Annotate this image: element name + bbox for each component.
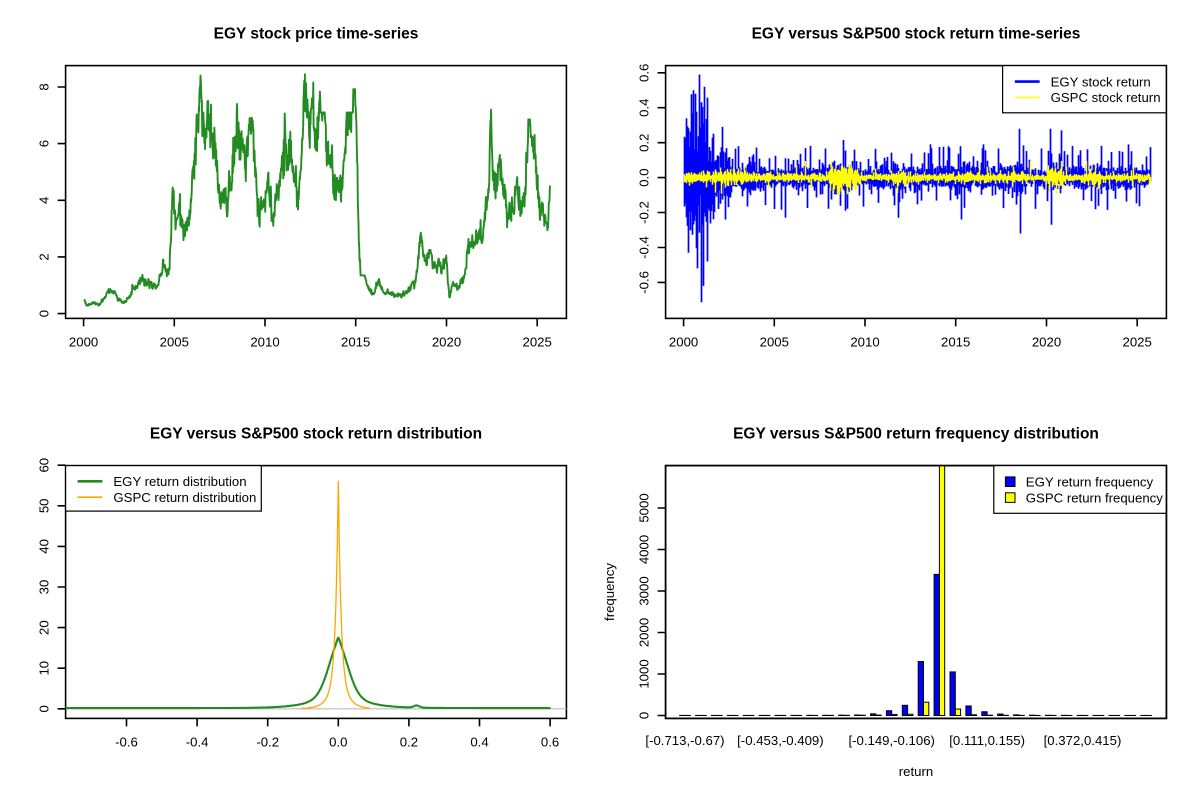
svg-text:2020: 2020 [432, 335, 461, 350]
svg-text:GSPC return frequency: GSPC return frequency [1026, 490, 1163, 505]
svg-text:3000: 3000 [637, 576, 652, 605]
svg-text:0: 0 [37, 310, 52, 317]
svg-text:0.6: 0.6 [541, 735, 559, 750]
svg-text:10: 10 [37, 661, 52, 676]
svg-text:5000: 5000 [637, 493, 652, 522]
svg-text:0.2: 0.2 [637, 134, 652, 152]
svg-text:0.0: 0.0 [637, 168, 652, 186]
svg-text:-0.4: -0.4 [186, 735, 209, 750]
svg-text:[0.372,0.415): [0.372,0.415) [1044, 733, 1122, 748]
svg-text:2000: 2000 [637, 618, 652, 647]
svg-text:60: 60 [37, 458, 52, 473]
svg-text:[-0.453,-0.409): [-0.453,-0.409) [737, 733, 824, 748]
svg-text:0.6: 0.6 [637, 64, 652, 82]
svg-text:6: 6 [37, 140, 52, 147]
svg-text:2020: 2020 [1032, 335, 1061, 350]
svg-text:4000: 4000 [637, 535, 652, 564]
svg-text:0: 0 [637, 712, 652, 719]
svg-text:-0.2: -0.2 [637, 201, 652, 224]
svg-text:-0.6: -0.6 [637, 271, 652, 294]
svg-text:2015: 2015 [941, 335, 970, 350]
svg-text:2010: 2010 [250, 335, 279, 350]
svg-text:0.2: 0.2 [400, 735, 418, 750]
svg-text:GSPC stock return: GSPC stock return [1051, 90, 1161, 105]
svg-text:EGY versus S&P500 stock return: EGY versus S&P500 stock return distribut… [150, 425, 482, 442]
svg-text:EGY return distribution: EGY return distribution [113, 474, 246, 489]
svg-text:2000: 2000 [69, 335, 98, 350]
svg-text:GSPC return distribution: GSPC return distribution [113, 490, 256, 505]
svg-text:2: 2 [37, 253, 52, 260]
svg-text:50: 50 [37, 498, 52, 513]
svg-text:EGY versus S&P500 return frequ: EGY versus S&P500 return frequency distr… [733, 425, 1099, 442]
svg-text:EGY stock return: EGY stock return [1051, 74, 1151, 89]
svg-text:2015: 2015 [341, 335, 370, 350]
svg-text:EGY stock price time-series: EGY stock price time-series [214, 25, 419, 42]
svg-text:40: 40 [37, 539, 52, 554]
svg-text:[-0.713,-0.67): [-0.713,-0.67) [645, 733, 724, 748]
svg-text:2005: 2005 [160, 335, 189, 350]
svg-text:2005: 2005 [760, 335, 789, 350]
svg-text:2000: 2000 [669, 335, 698, 350]
svg-text:[0.111,0.155): [0.111,0.155) [949, 733, 1025, 748]
svg-text:0.4: 0.4 [470, 735, 488, 750]
svg-text:2010: 2010 [850, 335, 879, 350]
svg-text:4: 4 [37, 197, 52, 204]
svg-text:-0.2: -0.2 [256, 735, 279, 750]
svg-text:2025: 2025 [1123, 335, 1152, 350]
svg-text:2025: 2025 [523, 335, 552, 350]
svg-text:EGY return frequency: EGY return frequency [1026, 474, 1154, 489]
svg-text:20: 20 [37, 620, 52, 635]
svg-text:[-0.149,-0.106): [-0.149,-0.106) [848, 733, 935, 748]
svg-text:return: return [899, 764, 933, 779]
svg-text:0.0: 0.0 [329, 735, 347, 750]
svg-text:8: 8 [37, 83, 52, 90]
svg-text:30: 30 [37, 580, 52, 595]
svg-text:-0.6: -0.6 [115, 735, 138, 750]
svg-text:EGY versus S&P500 stock return: EGY versus S&P500 stock return time-seri… [752, 25, 1081, 42]
svg-text:0: 0 [37, 705, 52, 712]
svg-text:-0.4: -0.4 [637, 236, 652, 259]
svg-text:1000: 1000 [637, 659, 652, 688]
svg-text:0.4: 0.4 [637, 99, 652, 117]
svg-text:frequency: frequency [602, 563, 617, 621]
